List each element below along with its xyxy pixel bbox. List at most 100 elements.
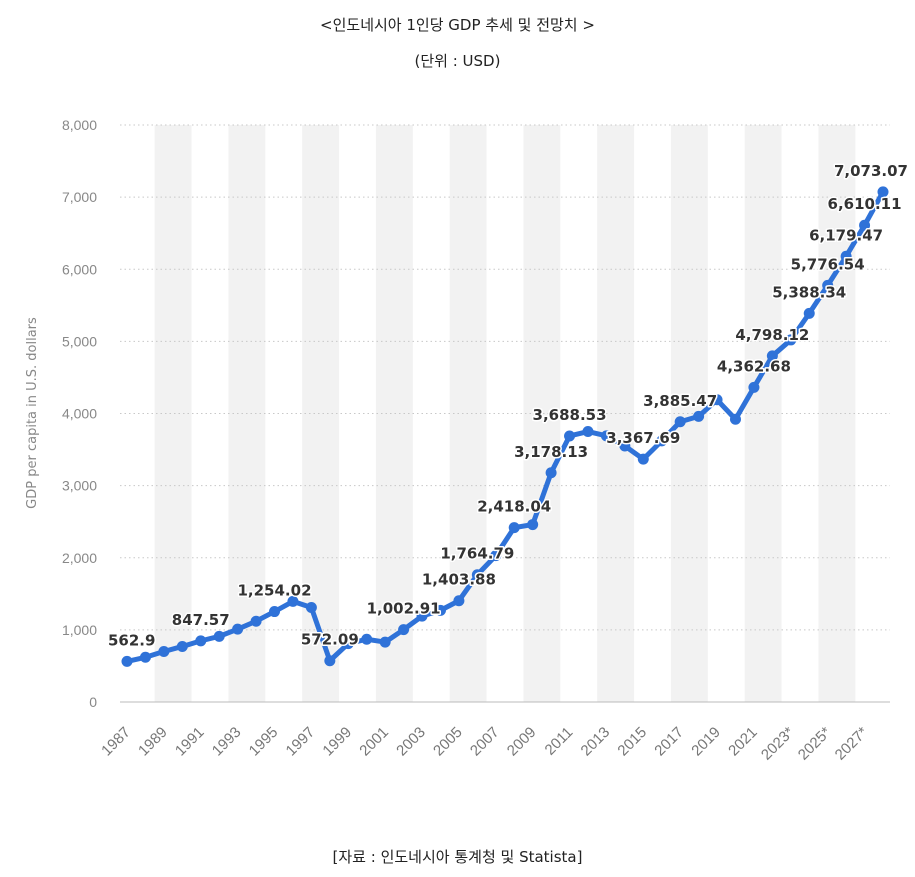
- data-point: [674, 416, 686, 428]
- data-point: [803, 307, 815, 319]
- chart-unit: (단위 : USD): [414, 52, 501, 70]
- y-tick-label: 7,000: [62, 189, 97, 205]
- data-point: [729, 413, 741, 425]
- data-point: [416, 610, 428, 622]
- data-label: 3,178.13: [514, 443, 588, 461]
- data-point: [508, 522, 520, 534]
- data-point: [453, 595, 465, 607]
- x-tick-label: 1991: [172, 724, 208, 760]
- data-label: 1,002.91: [367, 600, 441, 618]
- x-tick-label: 2013: [578, 724, 614, 760]
- data-labels: 562.9 847.57 1,254.02 572.09 1,002.91 1,403.8…: [107, 160, 910, 651]
- data-point: [398, 624, 410, 636]
- y-tick-label: 5,000: [62, 333, 97, 349]
- data-label: 3,885.47: [643, 392, 717, 410]
- y-tick-label: 1,000: [62, 622, 97, 638]
- x-tick-label: 2017: [651, 724, 687, 760]
- x-tick-label: 1993: [209, 724, 245, 760]
- data-point: [158, 646, 170, 658]
- data-point: [269, 606, 281, 618]
- y-tick-label: 0: [89, 694, 97, 710]
- data-label: 572.09: [301, 631, 359, 649]
- x-tick-label: 2005: [430, 724, 466, 760]
- data-point: [361, 633, 373, 645]
- x-tick-label: 2027*: [832, 724, 872, 764]
- data-label: 5,776.54: [791, 255, 865, 273]
- y-tick-label: 3,000: [62, 478, 97, 494]
- data-point: [305, 602, 317, 614]
- source-note: [자료 : 인도네시아 통계청 및 Statista]: [332, 848, 583, 866]
- x-tick-label: 2001: [356, 724, 392, 760]
- x-tick-label: 2019: [688, 724, 724, 760]
- data-label: 4,362.68: [717, 357, 791, 375]
- data-point: [121, 655, 133, 667]
- x-tick-label: 1989: [135, 724, 171, 760]
- data-point: [139, 651, 151, 663]
- x-tick-label: 2025*: [795, 724, 835, 764]
- data-point: [840, 250, 852, 262]
- data-point: [434, 604, 446, 616]
- data-label: 562.9: [108, 631, 155, 649]
- x-tick-label: 1995: [246, 724, 282, 760]
- data-point: [324, 655, 336, 667]
- background-band: [302, 125, 340, 702]
- x-tick-label: 2021: [725, 724, 761, 760]
- data-label: 7,073.07: [834, 162, 908, 180]
- data-label: 3,367.69: [606, 429, 680, 447]
- data-point: [471, 569, 483, 581]
- data-label: 6,610.11: [828, 195, 902, 213]
- data-label: 4,798.12: [735, 326, 809, 344]
- data-point: [176, 640, 188, 652]
- data-point: [527, 519, 539, 531]
- data-point: [213, 630, 225, 642]
- data-point: [693, 410, 705, 422]
- series-points: [121, 186, 889, 667]
- data-point: [711, 394, 723, 406]
- x-tick-label: 2009: [504, 724, 540, 760]
- data-point: [859, 219, 871, 231]
- data-point: [748, 381, 760, 393]
- x-tick-label: 2023*: [758, 724, 798, 764]
- data-point: [766, 350, 778, 362]
- y-tick-label: 6,000: [62, 261, 97, 277]
- gridlines: [120, 124, 890, 703]
- data-label: 847.57: [172, 611, 230, 629]
- data-label: 1,764.79: [440, 545, 514, 563]
- x-tick-label: 1997: [283, 724, 319, 760]
- y-tick-label: 2,000: [62, 550, 97, 566]
- data-label: 3,688.53: [533, 406, 607, 424]
- data-point: [379, 636, 391, 648]
- y-axis-label: GDP per capita in U.S. dollars: [25, 317, 40, 509]
- data-point: [490, 550, 502, 562]
- data-point: [545, 467, 557, 479]
- data-point: [195, 635, 207, 647]
- data-point: [637, 453, 649, 465]
- data-point: [582, 426, 594, 438]
- data-label: 5,388.34: [772, 283, 846, 301]
- data-point: [564, 430, 576, 442]
- x-tick-label: 1999: [319, 724, 355, 760]
- data-label: 6,179.47: [809, 226, 883, 244]
- data-point: [822, 279, 834, 291]
- y-tick-label: 8,000: [62, 117, 97, 133]
- data-point: [785, 334, 797, 346]
- data-point: [877, 186, 889, 198]
- data-point: [619, 440, 631, 452]
- y-axis-ticks: 0 1,000 2,000 3,000 4,000 5,000 6,000 7,000 8,00…: [62, 117, 97, 710]
- data-point: [287, 595, 299, 607]
- data-point: [232, 623, 244, 635]
- data-label: 2,418.04: [477, 498, 551, 516]
- data-point: [250, 615, 262, 627]
- x-tick-label: 2015: [615, 724, 651, 760]
- x-tick-label: 2007: [467, 724, 503, 760]
- data-point: [600, 430, 612, 442]
- data-label: 1,403.88: [422, 571, 496, 589]
- x-tick-label: 1987: [98, 724, 134, 760]
- y-tick-label: 4,000: [62, 406, 97, 422]
- data-label: 1,254.02: [237, 582, 311, 600]
- chart-title: <인도네시아 1인당 GDP 추세 및 전망치 >: [320, 16, 595, 34]
- x-axis-ticks: 1987 1989 1991 1993 1995 1997 1999 2001 2003 2005…: [98, 724, 871, 764]
- data-point: [656, 435, 668, 447]
- x-tick-label: 2003: [393, 724, 429, 760]
